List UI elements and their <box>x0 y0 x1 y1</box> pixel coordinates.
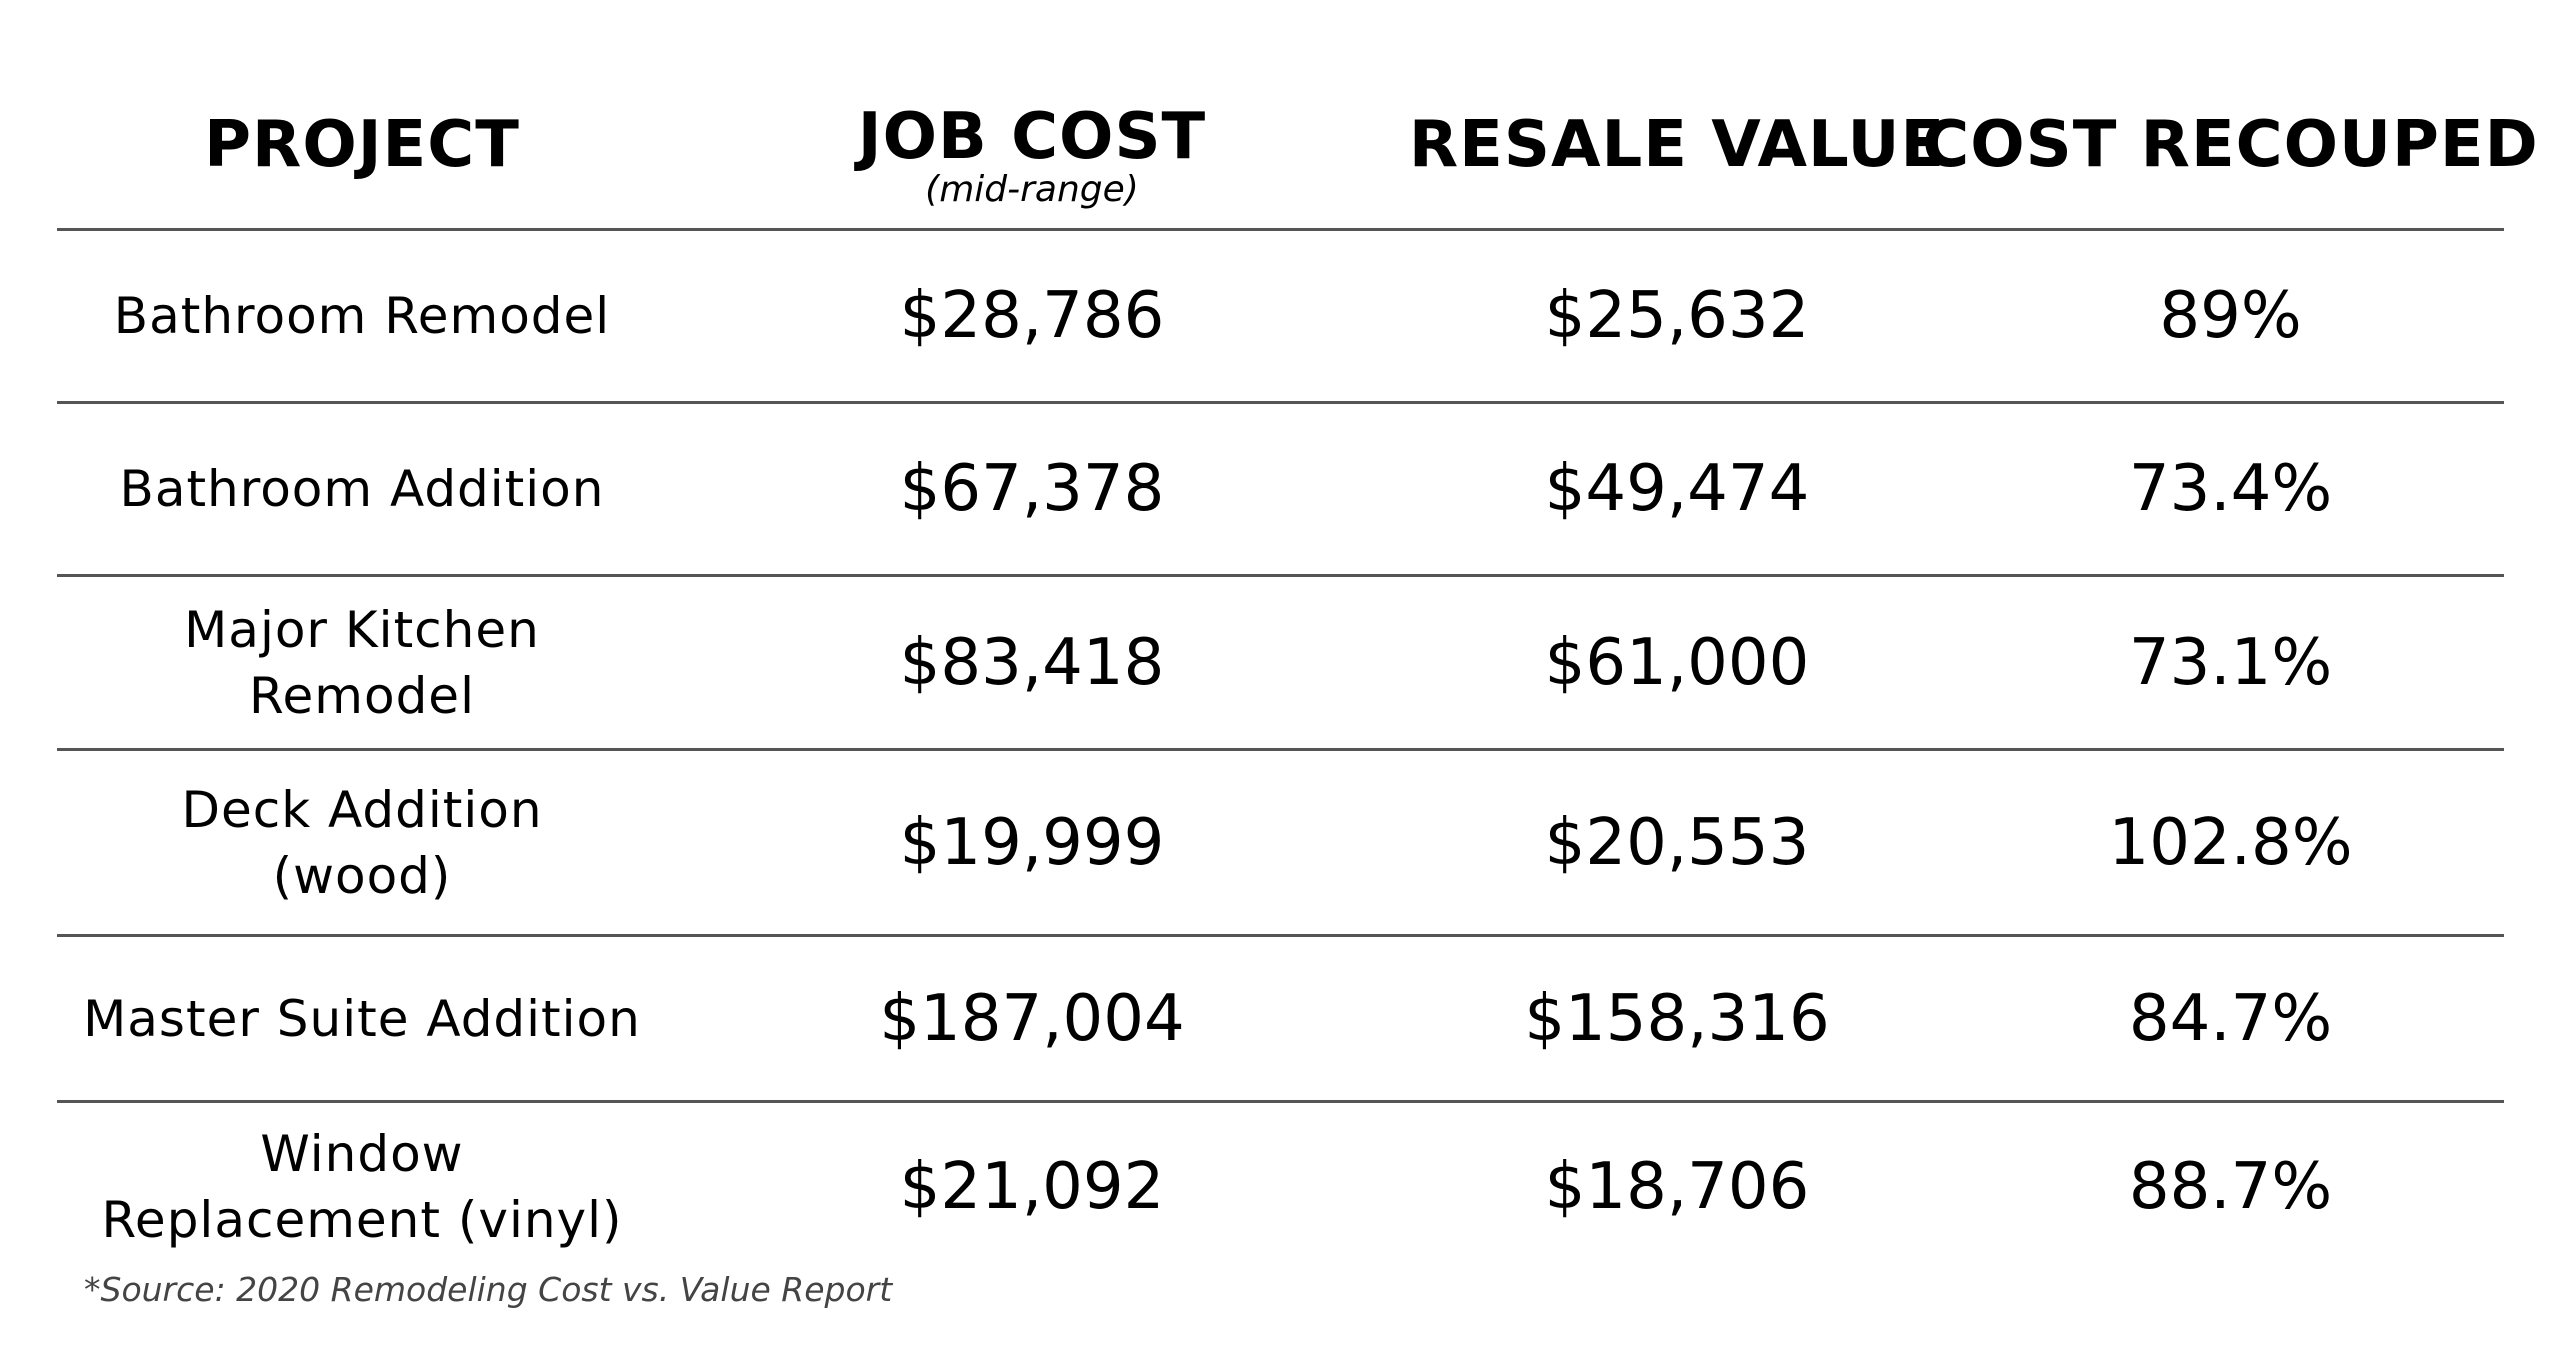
project-name: Master Suite Addition <box>83 986 641 1052</box>
cost-recouped-cell: 89% <box>1957 231 2504 401</box>
header-project-label: PROJECT <box>204 108 520 182</box>
job-cost-cell: $187,004 <box>667 937 1397 1100</box>
header-divider <box>57 228 2504 231</box>
resale-value-value: $49,474 <box>1544 452 1810 526</box>
header-job-cost: JOB COST (mid-range) <box>667 0 1397 230</box>
project-cell: Bathroom Remodel <box>57 231 667 401</box>
cost-recouped-cell: 84.7% <box>1957 937 2504 1100</box>
job-cost-value: $19,999 <box>899 805 1165 880</box>
job-cost-cell: $19,999 <box>667 751 1397 934</box>
project-name: Deck Addition (wood) <box>181 777 542 909</box>
project-name-line: Bathroom Remodel <box>113 287 611 345</box>
table-row: Bathroom Remodel $28,786 $25,632 89% <box>57 231 2504 401</box>
project-cell: Bathroom Addition <box>57 404 667 574</box>
cost-recouped-value: 73.4% <box>2128 452 2333 526</box>
cost-vs-value-table: PROJECT JOB COST (mid-range) RESALE VALU… <box>57 0 2538 1350</box>
job-cost-value: $67,378 <box>899 452 1165 526</box>
job-cost-value: $83,418 <box>899 625 1165 700</box>
project-name-line: Bathroom Addition <box>119 460 605 518</box>
resale-value-cell: $25,632 <box>1397 231 1957 401</box>
project-name: Bathroom Remodel <box>114 283 610 349</box>
project-name-line: Replacement (vinyl) <box>101 1190 623 1249</box>
cost-recouped-value: 73.1% <box>2128 625 2333 700</box>
table-row: Window Replacement (vinyl) $21,092 $18,7… <box>57 1103 2504 1270</box>
project-cell: Master Suite Addition <box>57 937 667 1100</box>
header-job-cost-sublabel: (mid-range) <box>925 169 1139 210</box>
project-name: Bathroom Addition <box>120 456 605 522</box>
resale-value-cell: $18,706 <box>1397 1103 1957 1270</box>
job-cost-cell: $83,418 <box>667 577 1397 748</box>
row-divider <box>57 934 2504 937</box>
project-name-line: Remodel <box>249 666 475 725</box>
project-cell: Deck Addition (wood) <box>57 751 667 934</box>
table-header-row: PROJECT JOB COST (mid-range) RESALE VALU… <box>57 0 2538 230</box>
project-name: Window Replacement (vinyl) <box>101 1121 622 1253</box>
table-row: Bathroom Addition $67,378 $49,474 73.4% <box>57 404 2504 574</box>
job-cost-value: $21,092 <box>899 1149 1165 1224</box>
project-name-line: Master Suite Addition <box>83 989 641 1048</box>
table-row: Deck Addition (wood) $19,999 $20,553 102… <box>57 751 2504 934</box>
job-cost-value: $187,004 <box>879 981 1185 1056</box>
cost-recouped-value: 88.7% <box>2128 1149 2333 1224</box>
cost-recouped-cell: 73.1% <box>1957 577 2504 748</box>
resale-value-value: $18,706 <box>1544 1149 1810 1224</box>
table-row: Master Suite Addition $187,004 $158,316 … <box>57 937 2504 1100</box>
header-resale-value: RESALE VALUE <box>1397 0 1957 230</box>
cost-recouped-cell: 88.7% <box>1957 1103 2504 1270</box>
header-job-cost-label: JOB COST <box>857 100 1207 174</box>
source-footnote: *Source: 2020 Remodeling Cost vs. Value … <box>84 1270 893 1309</box>
project-name-line: Window <box>260 1124 464 1183</box>
cost-recouped-value: 89% <box>2159 279 2302 353</box>
cost-recouped-value: 84.7% <box>2128 981 2333 1056</box>
cost-recouped-cell: 102.8% <box>1957 751 2504 934</box>
row-divider <box>57 1100 2504 1103</box>
resale-value-cell: $20,553 <box>1397 751 1957 934</box>
cost-recouped-cell: 73.4% <box>1957 404 2504 574</box>
row-divider <box>57 748 2504 751</box>
project-name-line: (wood) <box>272 846 452 905</box>
job-cost-cell: $28,786 <box>667 231 1397 401</box>
project-name-line: Major Kitchen <box>184 600 540 659</box>
project-name: Major Kitchen Remodel <box>184 597 540 729</box>
project-cell: Window Replacement (vinyl) <box>57 1103 667 1270</box>
header-project: PROJECT <box>57 0 667 230</box>
resale-value-cell: $49,474 <box>1397 404 1957 574</box>
header-cost-recouped: COST RECOUPED <box>1922 0 2538 230</box>
resale-value-value: $20,553 <box>1544 805 1810 880</box>
resale-value-value: $61,000 <box>1544 625 1810 700</box>
resale-value-cell: $61,000 <box>1397 577 1957 748</box>
header-cost-recouped-label: COST RECOUPED <box>1922 108 2539 182</box>
row-divider <box>57 401 2504 404</box>
job-cost-cell: $21,092 <box>667 1103 1397 1270</box>
project-cell: Major Kitchen Remodel <box>57 577 667 748</box>
resale-value-value: $25,632 <box>1544 279 1810 353</box>
resale-value-value: $158,316 <box>1524 981 1830 1056</box>
header-resale-value-label: RESALE VALUE <box>1408 108 1946 182</box>
job-cost-cell: $67,378 <box>667 404 1397 574</box>
project-name-line: Deck Addition <box>181 780 543 839</box>
cost-recouped-value: 102.8% <box>2108 805 2353 880</box>
resale-value-cell: $158,316 <box>1397 937 1957 1100</box>
table-row: Major Kitchen Remodel $83,418 $61,000 73… <box>57 577 2504 748</box>
job-cost-value: $28,786 <box>899 279 1165 353</box>
row-divider <box>57 574 2504 577</box>
